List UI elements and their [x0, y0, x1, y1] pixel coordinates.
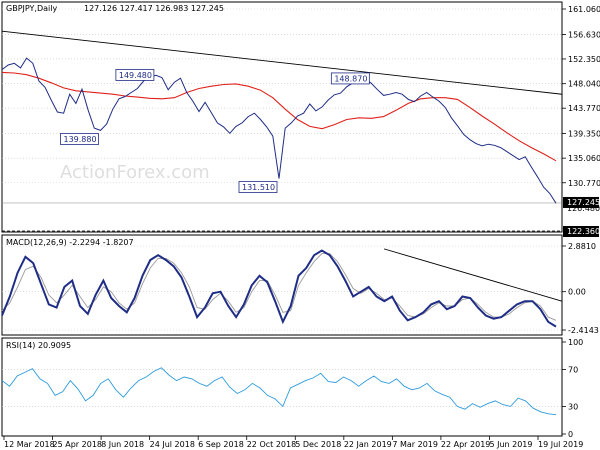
rsi-panel-frame [1, 337, 563, 437]
annotation-high-2-box [330, 72, 370, 85]
price-tick-label: 143.770 [568, 104, 600, 113]
date-tick-label: 5 Dec 2018 [295, 440, 341, 449]
level-price-tag-label: 122.360 [567, 227, 600, 236]
annotation-high-1-label: 149.480 [119, 71, 152, 80]
price-tick-label: 161.060 [568, 5, 600, 14]
moving-average-line [1, 71, 557, 162]
annotation-high-2-label: 148.870 [334, 74, 367, 83]
current-price-tag-label: 127.245 [567, 198, 600, 207]
rsi-axis: 100 70 30 0 [562, 338, 583, 439]
macd-axis: 2.8810 0.00 -2.4143 [562, 242, 599, 335]
macd-grid [2, 245, 562, 331]
date-tick-label: 8 Jun 2018 [101, 440, 144, 449]
annotation-low-2: 131.510 [238, 181, 278, 193]
date-tick-label: 5 Jun 2019 [489, 440, 532, 449]
macd-panel-frame [1, 234, 563, 336]
rsi-title: RSI(14) 20.9095 [6, 341, 71, 350]
price-tick-label: 156.630 [568, 30, 600, 39]
current-price-tag-box [563, 196, 599, 208]
rsi-tick-label: 70 [568, 366, 578, 375]
date-tick-label: 22 Jan 2019 [344, 440, 392, 449]
macd-tick-label: 2.8810 [568, 242, 596, 251]
annotation-low-1-label: 139.880 [63, 135, 96, 144]
price-trendline [1, 30, 563, 95]
macd-trendline [383, 248, 563, 302]
price-title: GBPJPY,Daily [6, 4, 57, 13]
annotation-high-1-box [115, 69, 155, 81]
rsi-line [1, 367, 557, 416]
rsi-tick-label: 100 [568, 338, 583, 347]
annotation-low-2-box [238, 181, 278, 193]
macd-signal-line [1, 253, 557, 321]
date-tick-label: 24 Jul 2018 [150, 440, 195, 449]
annotation-high-2: 148.870 [330, 72, 370, 85]
rsi-tick-label: 30 [568, 402, 578, 411]
date-tick-label: 7 Mar 2019 [392, 440, 438, 449]
annotation-low-2-label: 131.510 [242, 183, 275, 192]
hidden-price-tag-label: 126.480 [567, 204, 600, 213]
macd-panel: MACD(12,26,9) -2.2294 -1.8207 2.8810 0.00… [1, 234, 599, 336]
price-axis: 161.060 156.630 152.350 148.040 143.770 139.3… [562, 5, 600, 188]
price-tick-label: 139.350 [568, 130, 600, 139]
price-panel-frame [1, 1, 563, 233]
date-tick-label: 19 Jul 2019 [538, 440, 583, 449]
macd-tick-label: -2.4143 [568, 326, 599, 335]
date-tick-label: 22 Oct 2018 [247, 440, 296, 449]
price-tick-label: 148.040 [568, 80, 600, 89]
rsi-grid [2, 369, 562, 407]
macd-line [1, 249, 557, 328]
watermark: ActionForex.com [60, 162, 210, 183]
date-tick-label: 12 Mar 2018 [4, 440, 55, 449]
macd-tick-label: 0.00 [568, 288, 586, 297]
level-price-tag-box [563, 226, 599, 237]
date-tick-label: 25 Apr 2018 [53, 440, 102, 449]
rsi-panel: RSI(14) 20.9095 100 70 30 0 [1, 337, 583, 439]
price-tick-label: 130.770 [568, 179, 600, 188]
annotation-low-1: 139.880 [60, 133, 99, 145]
price-ohlc: 127.126 127.417 126.983 127.245 [84, 4, 224, 13]
rsi-tick-label: 0 [568, 430, 573, 439]
date-tick-label: 6 Sep 2018 [198, 440, 244, 449]
macd-title: MACD(12,26,9) -2.2294 -1.8207 [6, 238, 134, 247]
price-tick-label: 152.350 [568, 55, 600, 64]
annotation-low-1-box [60, 133, 99, 145]
price-series-line [1, 57, 557, 204]
price-tick-label: 135.060 [568, 154, 600, 163]
price-panel: ActionForex.com GBPJPY,Daily 127.126 127… [1, 1, 600, 237]
current-price-tag: 127.245 [563, 196, 600, 208]
date-tick-label: 22 Apr 2019 [441, 440, 490, 449]
hidden-price-tag: 126.480 [567, 204, 600, 213]
level-price-tag: 122.360 [563, 226, 600, 237]
annotation-high-1: 149.480 [115, 69, 155, 81]
